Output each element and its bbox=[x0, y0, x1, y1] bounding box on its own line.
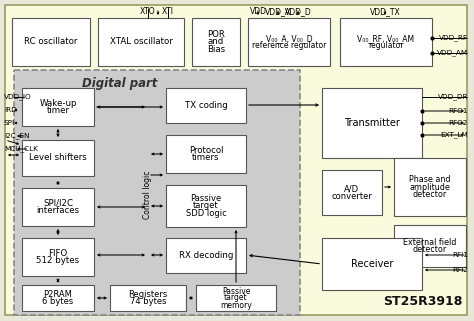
Text: VDD: VDD bbox=[249, 7, 266, 16]
Bar bbox=[394, 158, 466, 216]
Bar bbox=[22, 140, 94, 176]
Text: timers: timers bbox=[192, 153, 220, 162]
Text: RFI2: RFI2 bbox=[452, 267, 468, 273]
Text: VDD_IO: VDD_IO bbox=[4, 94, 32, 100]
Text: 74 bytes: 74 bytes bbox=[130, 297, 166, 306]
Bar bbox=[322, 170, 382, 215]
Text: Registers: Registers bbox=[128, 290, 168, 299]
Text: EXT_LM: EXT_LM bbox=[440, 132, 468, 138]
Text: RFO2: RFO2 bbox=[448, 120, 468, 126]
Bar bbox=[192, 18, 240, 66]
Text: P2RAM: P2RAM bbox=[44, 290, 73, 299]
Text: SPI/I2C: SPI/I2C bbox=[43, 199, 73, 208]
Text: External field: External field bbox=[403, 238, 456, 247]
Bar bbox=[12, 18, 90, 66]
Text: Protocol: Protocol bbox=[189, 146, 223, 155]
Bar bbox=[166, 135, 246, 173]
Bar bbox=[166, 185, 246, 227]
Bar bbox=[98, 18, 184, 66]
Text: VDD_RF: VDD_RF bbox=[439, 35, 468, 41]
Bar bbox=[394, 225, 466, 267]
Text: 512 bytes: 512 bytes bbox=[36, 256, 80, 265]
Text: RFI1: RFI1 bbox=[452, 252, 468, 258]
Text: VDD_DR: VDD_DR bbox=[438, 94, 468, 100]
Text: VDD_TX: VDD_TX bbox=[370, 7, 401, 16]
Text: XTAL oscillator: XTAL oscillator bbox=[109, 38, 173, 47]
Text: VDD_A: VDD_A bbox=[265, 7, 291, 16]
Text: V₀₀_A, V₀₀_D: V₀₀_A, V₀₀_D bbox=[266, 34, 312, 43]
Text: VDD_AM: VDD_AM bbox=[437, 50, 468, 56]
Text: RC oscillator: RC oscillator bbox=[24, 38, 78, 47]
Text: POR: POR bbox=[207, 30, 225, 39]
Text: converter: converter bbox=[331, 192, 373, 201]
Text: amplitude: amplitude bbox=[410, 183, 450, 192]
Text: TX coding: TX coding bbox=[185, 101, 228, 110]
Text: I2C_EN: I2C_EN bbox=[4, 133, 29, 139]
Bar bbox=[166, 238, 246, 273]
Text: and: and bbox=[208, 38, 224, 47]
Text: ST25R3918: ST25R3918 bbox=[383, 295, 463, 308]
Text: Receiver: Receiver bbox=[351, 259, 393, 269]
Bar bbox=[22, 188, 94, 226]
Text: SDD logic: SDD logic bbox=[186, 209, 227, 218]
Bar bbox=[22, 88, 94, 126]
Bar bbox=[322, 238, 422, 290]
Bar bbox=[14, 70, 300, 315]
Text: SPI: SPI bbox=[4, 120, 15, 126]
Bar bbox=[340, 18, 432, 66]
Text: Phase and: Phase and bbox=[409, 175, 451, 184]
Bar bbox=[248, 18, 330, 66]
Text: MCU_CLK: MCU_CLK bbox=[4, 146, 38, 152]
Text: Passive: Passive bbox=[222, 287, 250, 296]
Text: target: target bbox=[224, 293, 248, 302]
Text: detector: detector bbox=[413, 245, 447, 254]
Text: XTO: XTO bbox=[140, 7, 156, 16]
Text: Passive: Passive bbox=[191, 194, 222, 203]
Text: interfaces: interfaces bbox=[36, 206, 80, 215]
Text: 6 bytes: 6 bytes bbox=[42, 297, 73, 306]
Text: RX decoding: RX decoding bbox=[179, 251, 233, 260]
Text: Transmitter: Transmitter bbox=[344, 118, 400, 128]
Text: Control logic: Control logic bbox=[144, 171, 153, 219]
Bar bbox=[196, 285, 276, 311]
Text: A/D: A/D bbox=[345, 184, 360, 193]
Text: Wake-up: Wake-up bbox=[39, 99, 77, 108]
Text: target: target bbox=[193, 202, 219, 211]
Bar bbox=[166, 88, 246, 123]
Text: IRD: IRD bbox=[4, 107, 17, 113]
Text: FIFO: FIFO bbox=[48, 249, 68, 258]
Text: V₀₀_RF, V₀₀_AM: V₀₀_RF, V₀₀_AM bbox=[357, 34, 415, 43]
Bar bbox=[322, 88, 422, 158]
Text: RFO1: RFO1 bbox=[448, 108, 468, 114]
Text: Bias: Bias bbox=[207, 45, 225, 54]
Text: timer: timer bbox=[46, 106, 70, 115]
Text: Digital part: Digital part bbox=[82, 77, 158, 90]
Text: regulator: regulator bbox=[368, 41, 404, 50]
Text: memory: memory bbox=[220, 300, 252, 309]
Bar bbox=[22, 285, 94, 311]
Text: Level shifters: Level shifters bbox=[29, 153, 87, 162]
Text: XTI: XTI bbox=[162, 7, 174, 16]
Bar bbox=[22, 238, 94, 276]
Text: reference regulator: reference regulator bbox=[252, 41, 326, 50]
Text: VDD_D: VDD_D bbox=[284, 7, 311, 16]
Bar bbox=[110, 285, 186, 311]
Text: detector: detector bbox=[413, 190, 447, 199]
